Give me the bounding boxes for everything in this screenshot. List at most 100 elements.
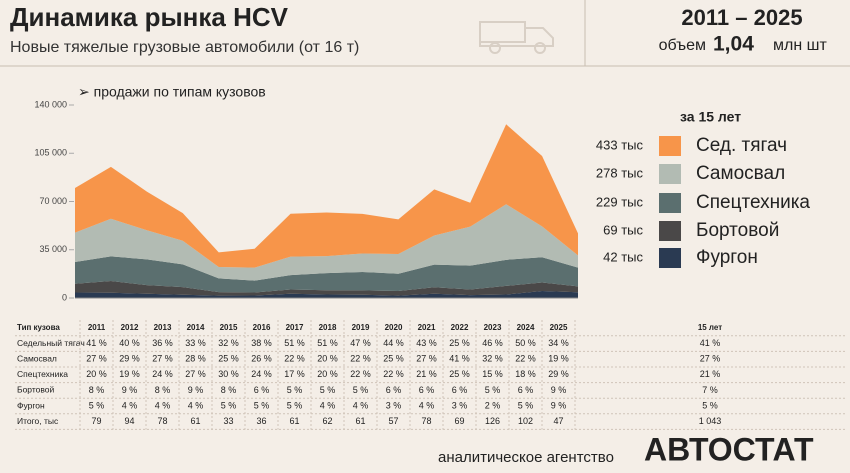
table-cell: 19 %	[548, 354, 569, 364]
legend-swatch	[659, 136, 681, 156]
table-cell: 7 %	[702, 385, 718, 395]
legend-title: за 15 лет	[680, 109, 741, 125]
table-header: 2015	[220, 323, 238, 332]
table-cell: 25 %	[383, 354, 404, 364]
table-header: 2023	[484, 323, 502, 332]
table-cell: 41 %	[449, 354, 470, 364]
area	[75, 204, 578, 281]
table-cell: 29 %	[119, 354, 140, 364]
table-cell: 32 %	[218, 338, 239, 348]
table-cell: 6 %	[452, 385, 468, 395]
table-cell: 47 %	[350, 338, 371, 348]
table-cell: 5 %	[485, 385, 501, 395]
annotation: ➢ продажи по типам кузовов	[78, 84, 266, 100]
legend-label: Спецтехника	[696, 192, 810, 213]
table-cell: 27 %	[416, 354, 437, 364]
area	[75, 256, 578, 293]
table-cell: 46 %	[482, 338, 503, 348]
table-cell: 78	[157, 416, 167, 426]
table-cell: 18 %	[515, 369, 536, 379]
table-cell: 4 %	[419, 400, 435, 410]
legend-swatch	[659, 248, 681, 268]
table-cell: 21 %	[700, 369, 721, 379]
table-cell: 5 %	[221, 400, 237, 410]
table-cell: 40 %	[119, 338, 140, 348]
table-cell: 36 %	[152, 338, 173, 348]
table-cell: Итого, тыс	[17, 416, 59, 426]
table-cell: 102	[518, 416, 533, 426]
table-header: 2021	[418, 323, 436, 332]
table-cell: 79	[91, 416, 101, 426]
legend-value: 229 тыс	[596, 194, 644, 209]
table-header: 2011	[88, 323, 106, 332]
table-header: 2017	[286, 323, 304, 332]
table-cell: 15 %	[482, 369, 503, 379]
legend-label: Фургон	[696, 247, 758, 268]
table-cell: 5 %	[254, 400, 270, 410]
table-cell: 28 %	[185, 354, 206, 364]
table-header: 2020	[385, 323, 403, 332]
y-tick-label: 35 000	[39, 244, 67, 254]
table-cell: 9 %	[122, 385, 138, 395]
table-cell: 4 %	[320, 400, 336, 410]
footer-prefix: аналитическое агентство	[438, 449, 614, 466]
table-cell: 33	[223, 416, 233, 426]
table-cell: 57	[388, 416, 398, 426]
table-cell: 5 %	[287, 385, 303, 395]
y-tick-label: 70 000	[39, 196, 67, 206]
table-cell: 9 %	[188, 385, 204, 395]
period: 2011 – 2025	[681, 5, 802, 30]
table-cell: 22 %	[350, 369, 371, 379]
table-cell: 19 %	[119, 369, 140, 379]
table-header: 2024	[517, 323, 535, 332]
table-cell: 78	[421, 416, 431, 426]
table-cell: 5 %	[518, 400, 534, 410]
table-cell: 5 %	[320, 385, 336, 395]
table-cell: 3 %	[452, 400, 468, 410]
table-cell: 26 %	[251, 354, 272, 364]
table-cell: 50 %	[515, 338, 536, 348]
table-cell: 62	[322, 416, 332, 426]
table-cell: Самосвал	[17, 353, 57, 363]
legend-swatch	[659, 193, 681, 213]
y-tick-label: 105 000	[34, 148, 67, 158]
table-cell: 27 %	[185, 369, 206, 379]
table-cell: 94	[124, 416, 134, 426]
table-cell: 27 %	[700, 354, 721, 364]
table-cell: 3 %	[386, 400, 402, 410]
table-cell: 32 %	[482, 354, 503, 364]
legend-value: 42 тыс	[603, 249, 643, 264]
table-cell: 25 %	[218, 354, 239, 364]
area	[75, 281, 578, 296]
table-cell: 22 %	[515, 354, 536, 364]
table-cell: 20 %	[86, 369, 107, 379]
table-cell: 33 %	[185, 338, 206, 348]
subtitle: Новые тяжелые грузовые автомобили (от 16…	[10, 39, 359, 56]
table-cell: 5 %	[353, 385, 369, 395]
legend-value: 433 тыс	[596, 137, 644, 152]
table-cell: Спецтехника	[17, 369, 68, 379]
table-cell: 1 043	[699, 416, 722, 426]
table-header: 2013	[154, 323, 172, 332]
table-cell: 6 %	[254, 385, 270, 395]
legend-label: Сед. тягач	[696, 135, 787, 156]
table-cell: 34 %	[548, 338, 569, 348]
title: Динамика рынка HCV	[10, 2, 289, 32]
table-cell: 17 %	[284, 369, 305, 379]
table-cell: 8 %	[89, 385, 105, 395]
area	[75, 290, 578, 298]
table-cell: 30 %	[218, 369, 239, 379]
legend-swatch	[659, 221, 681, 241]
table-header: 2019	[352, 323, 370, 332]
table-cell: 29 %	[548, 369, 569, 379]
table-cell: Фургон	[17, 400, 45, 410]
table-cell: 126	[485, 416, 500, 426]
area	[75, 124, 578, 268]
table-header: 2014	[187, 323, 205, 332]
table-cell: 6 %	[518, 385, 534, 395]
table-cell: 22 %	[284, 354, 305, 364]
table-cell: 43 %	[416, 338, 437, 348]
table-cell: 61	[289, 416, 299, 426]
table-cell: 9 %	[551, 400, 567, 410]
table-header: 2025	[550, 323, 568, 332]
